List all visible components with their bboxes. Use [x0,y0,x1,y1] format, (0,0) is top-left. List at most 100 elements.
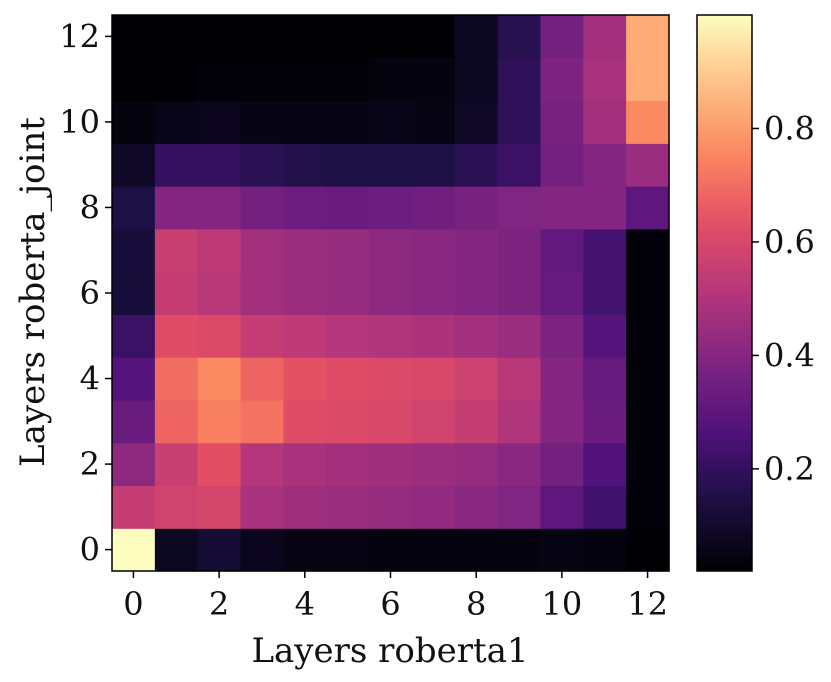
heatmap-cell [411,186,456,230]
heatmap-cell [369,442,413,487]
heatmap-cell [112,228,156,273]
heatmap-cell [283,271,327,315]
heatmap-cell [283,15,327,59]
heatmap-cell [454,357,499,401]
heatmap-cell [197,485,242,529]
heatmap-cell [369,100,413,144]
y-axis-label: Layers roberta_joint [13,117,53,467]
heatmap-cell [283,528,327,572]
heatmap-cell [283,442,327,487]
heatmap-cell [369,271,413,315]
heatmap-cell [411,228,456,273]
heatmap-cell [283,186,327,230]
heatmap-cell [197,528,242,572]
x-tick-label: 8 [466,585,486,623]
heatmap-cell [497,57,542,102]
colorbar-tick-label: 0.4 [764,336,815,374]
y-tick-label: 10 [59,103,100,141]
heatmap-cell [240,485,284,529]
heatmap-cell [197,100,242,144]
heatmap-cell [112,442,156,487]
heatmap-cell [454,528,499,572]
heatmap-cell [583,399,627,444]
heatmap-cell [626,15,670,59]
heatmap-cell [626,57,670,102]
heatmap-cell [197,357,242,401]
heatmap-cell [112,15,156,59]
heatmap-cell [540,143,584,187]
heatmap-cell [154,357,199,401]
heatmap-cell [240,57,284,102]
heatmap-cell [154,485,199,529]
x-axis-ticks: 0 2 4 6 8 10 12 [123,571,668,623]
heatmap-cell [454,100,499,144]
heatmap-cell [154,228,199,273]
heatmap-cell [540,399,584,444]
heatmap-cell [497,100,542,144]
heatmap-cell [326,399,370,444]
heatmap-cell [154,314,199,358]
heatmap-cell [626,100,670,144]
colorbar-tick-label: 0.6 [764,223,815,261]
y-axis-ticks: 0 2 4 6 8 10 12 [59,17,112,569]
heatmap-cell [154,15,199,59]
heatmap-cell [240,399,284,444]
heatmap-cell [112,57,156,102]
heatmap-cell [240,228,284,273]
heatmap-cell [497,228,542,273]
heatmap-cell [240,528,284,572]
heatmap-cell [112,271,156,315]
x-tick-label: 6 [380,585,400,623]
heatmap-cell [369,15,413,59]
heatmap-cell [626,228,670,273]
heatmap-cell [626,143,670,187]
heatmap-cell [540,357,584,401]
heatmap-cell [583,485,627,529]
heatmap-cell [326,357,370,401]
heatmap-cell [326,143,370,187]
y-tick-label: 0 [80,531,100,569]
heatmap-cell [583,442,627,487]
heatmap-cell [197,228,242,273]
heatmap-cell [626,485,670,529]
heatmap-cell [411,442,456,487]
heatmap-cell [411,528,456,572]
heatmap-cell [154,57,199,102]
heatmap-cell [112,357,156,401]
heatmap-cell [197,15,242,59]
heatmap-cell [112,186,156,230]
heatmap-cell [154,399,199,444]
heatmap-cell [583,357,627,401]
heatmap-cell [454,271,499,315]
heatmap-cell [454,15,499,59]
heatmap-cell [583,100,627,144]
heatmap-cell [240,100,284,144]
heatmap-cell [154,100,199,144]
heatmap-cell [497,528,542,572]
colorbar-ticks: 0.2 0.4 0.6 0.8 [752,109,815,488]
heatmap-cell [240,15,284,59]
x-axis-label: Layers roberta1 [251,631,528,671]
heatmap-cell [454,57,499,102]
heatmap-cell [240,271,284,315]
heatmap-cell [583,143,627,187]
heatmap-cell [326,271,370,315]
heatmap-cell [283,228,327,273]
heatmap-cell [154,442,199,487]
heatmap-cell [583,57,627,102]
heatmap-cell [497,186,542,230]
heatmap-cell [326,314,370,358]
heatmap-cell [240,442,284,487]
heatmap-cell [497,399,542,444]
heatmap-cell [583,15,627,59]
heatmap-cell [411,399,456,444]
heatmap-cell [411,485,456,529]
heatmap-cell [454,442,499,487]
heatmap-cell [283,357,327,401]
heatmap-cell [154,186,199,230]
heatmap-cell [154,271,199,315]
heatmap-cell [326,228,370,273]
heatmap-cells [112,15,670,572]
heatmap-cell [454,399,499,444]
